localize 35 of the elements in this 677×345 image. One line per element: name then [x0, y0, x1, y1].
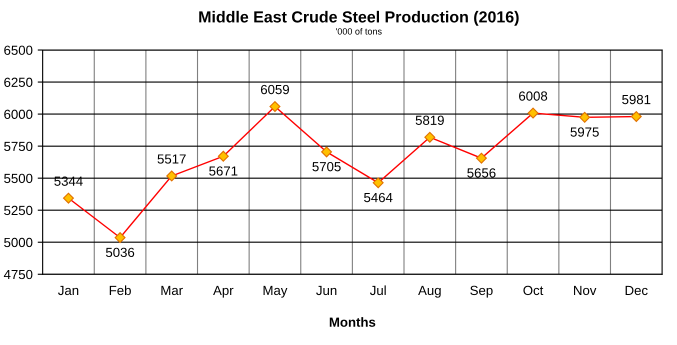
- x-tick-label: Aug: [418, 286, 441, 298]
- x-tick-label: Jul: [370, 285, 386, 296]
- x-tick-label: Nov: [574, 286, 596, 296]
- y-tick-label: 6000: [4, 110, 32, 120]
- data-label: 5344: [54, 176, 83, 186]
- y-tick-label: 5000: [4, 238, 32, 248]
- x-axis-title: Months: [330, 317, 376, 327]
- data-label: 5517: [158, 154, 186, 164]
- y-tick-label: 5750: [4, 142, 32, 152]
- data-label: 5656: [467, 168, 496, 178]
- x-tick-label: Jun: [316, 286, 336, 296]
- data-label: 5464: [364, 192, 392, 202]
- data-label: 5705: [312, 162, 341, 172]
- y-tick-label: 5250: [4, 206, 32, 216]
- y-tick-label: 6250: [4, 78, 32, 87]
- x-tick-label: Sep: [470, 286, 493, 298]
- y-tick-label: 5500: [4, 174, 32, 184]
- data-label: 5981: [622, 94, 650, 104]
- x-tick-label: Jan: [58, 286, 78, 296]
- y-tick-label: 6500: [4, 46, 32, 55]
- x-tick-label: Dec: [626, 286, 648, 296]
- chart-subtitle: '000 of tons: [336, 28, 382, 35]
- data-label: 5036: [106, 248, 134, 258]
- data-label: 5819: [416, 116, 444, 125]
- x-tick-label: Feb: [110, 285, 131, 296]
- x-tick-label: Mar: [161, 286, 183, 296]
- x-tick-label: May: [264, 286, 288, 298]
- x-tick-label: Apr: [213, 286, 234, 298]
- chart-title: Middle East Crude Steel Production (2016): [199, 10, 519, 26]
- y-tick-label: 4750: [4, 270, 32, 280]
- x-tick-label: Oct: [523, 286, 544, 296]
- data-label: 5975: [570, 127, 599, 137]
- data-label: 6008: [519, 91, 548, 101]
- data-label: 6059: [260, 84, 289, 94]
- data-label: 5671: [209, 166, 238, 176]
